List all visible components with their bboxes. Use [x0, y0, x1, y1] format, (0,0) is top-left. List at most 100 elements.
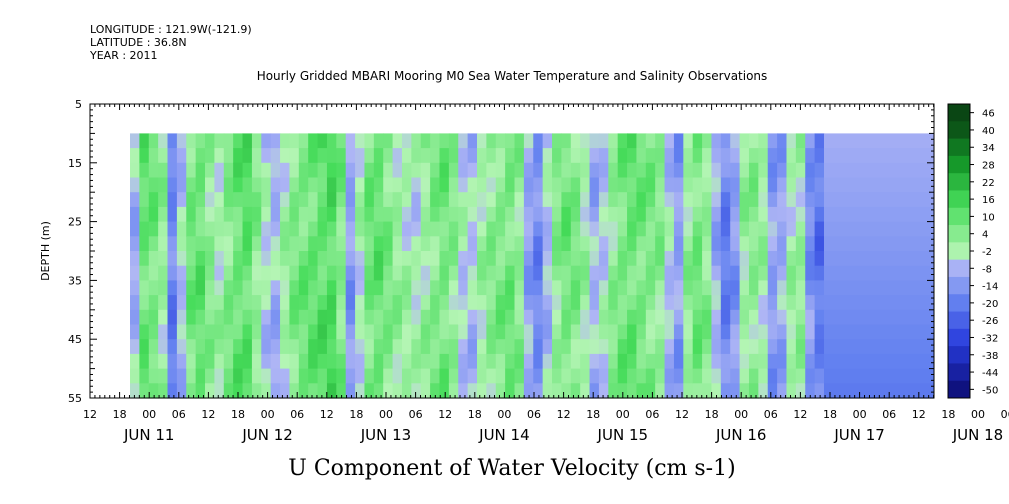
heatmap-cell	[186, 383, 197, 399]
heatmap-cell	[617, 162, 628, 179]
heatmap-cell	[158, 206, 169, 223]
heatmap-cell	[486, 251, 497, 267]
heatmap-cell	[561, 280, 572, 296]
plot-frame	[89, 103, 935, 399]
heatmap-cell	[636, 339, 647, 355]
heatmap-cell	[711, 339, 722, 355]
heatmap-cell	[439, 353, 450, 370]
heatmap-cell	[317, 339, 328, 355]
heatmap-cell	[383, 368, 394, 384]
heatmap-cell	[458, 280, 469, 296]
heatmap-cell	[148, 353, 159, 370]
heatmap-cell	[552, 309, 563, 326]
heatmap-cell	[383, 324, 394, 340]
heatmap-cell	[477, 265, 487, 281]
heatmap-cell	[505, 148, 516, 164]
heatmap-cell	[148, 236, 159, 252]
heatmap-cell	[627, 339, 638, 355]
heatmap-cell	[627, 280, 638, 296]
heatmap-cell	[767, 251, 778, 267]
heatmap-cell	[411, 309, 422, 326]
heatmap-cell	[130, 339, 140, 355]
x-tick-label: 12	[320, 408, 334, 421]
heatmap-cell	[448, 339, 459, 355]
heatmap-cell	[205, 353, 216, 370]
heatmap-cell	[233, 206, 244, 223]
heatmap-cell	[280, 251, 291, 267]
heatmap-cell	[167, 368, 178, 384]
heatmap-cell	[205, 295, 216, 311]
heatmap-cell	[786, 206, 797, 223]
heatmap-cell	[345, 368, 356, 384]
heatmap-cell	[683, 177, 694, 193]
heatmap-cell	[824, 265, 934, 281]
x-tick-label: 06	[882, 408, 896, 421]
heatmap-cell	[702, 177, 713, 193]
heatmap-cell	[186, 177, 197, 193]
heatmap-cell	[664, 280, 675, 296]
x-tick-label: 00	[853, 408, 867, 421]
heatmap-cell	[195, 368, 206, 384]
heatmap-cell	[514, 309, 525, 326]
heatmap-cell	[139, 339, 150, 355]
heatmap-cell	[748, 133, 759, 149]
heatmap-cell	[702, 206, 713, 223]
heatmap-cell	[692, 148, 703, 164]
heatmap-cell	[730, 192, 741, 208]
heatmap-cell	[673, 265, 684, 281]
heatmap-cell	[692, 265, 703, 281]
heatmap-cell	[739, 280, 750, 296]
heatmap-cell	[542, 368, 553, 384]
heatmap-cell	[242, 368, 253, 384]
heatmap-cell	[326, 177, 337, 193]
heatmap-cell	[411, 251, 422, 267]
heatmap-cell	[411, 206, 422, 223]
heatmap-cell	[477, 280, 487, 296]
heatmap-cell	[720, 324, 731, 340]
heatmap-cell	[477, 221, 487, 237]
heatmap-cell	[805, 251, 816, 267]
heatmap-cell	[486, 324, 497, 340]
heatmap-cell	[214, 295, 225, 311]
heatmap-cell	[298, 280, 309, 296]
heatmap-cell	[692, 221, 703, 237]
heatmap-cell	[298, 295, 309, 311]
heatmap-cell	[683, 324, 694, 340]
heatmap-cell	[336, 324, 347, 340]
heatmap-cell	[730, 324, 741, 340]
heatmap-cell	[242, 221, 253, 237]
heatmap-cell	[242, 162, 253, 179]
heatmap-cell	[495, 177, 506, 193]
heatmap-cell	[683, 280, 694, 296]
heatmap-cell	[195, 192, 206, 208]
heatmap-cell	[767, 162, 778, 179]
heatmap-cell	[636, 368, 647, 384]
heatmap-cell	[130, 309, 140, 326]
heatmap-cell	[289, 383, 300, 399]
heatmap-cell	[570, 148, 581, 164]
heatmap-cell	[270, 206, 281, 223]
heatmap-cell	[392, 280, 403, 296]
heatmap-cell	[467, 206, 478, 223]
heatmap-cell	[270, 368, 281, 384]
heatmap-cell	[514, 192, 525, 208]
heatmap-cell	[214, 236, 225, 252]
heatmap-cell	[617, 383, 628, 399]
heatmap-cell	[486, 309, 497, 326]
heatmap-cell	[373, 280, 384, 296]
heatmap-cell	[570, 265, 581, 281]
heatmap-cell	[317, 206, 328, 223]
heatmap-cell	[205, 177, 216, 193]
heatmap-cell	[795, 192, 806, 208]
heatmap-cell	[617, 324, 628, 340]
heatmap-cell	[683, 295, 694, 311]
heatmap-cell	[589, 295, 600, 311]
heatmap-cell	[326, 339, 337, 355]
heatmap-cell	[298, 368, 309, 384]
heatmap-cell	[824, 368, 934, 384]
heatmap-cell	[167, 265, 178, 281]
heatmap-cell	[617, 265, 628, 281]
heatmap-cell	[683, 368, 694, 384]
heatmap-cell	[186, 148, 197, 164]
heatmap-cell	[336, 177, 347, 193]
